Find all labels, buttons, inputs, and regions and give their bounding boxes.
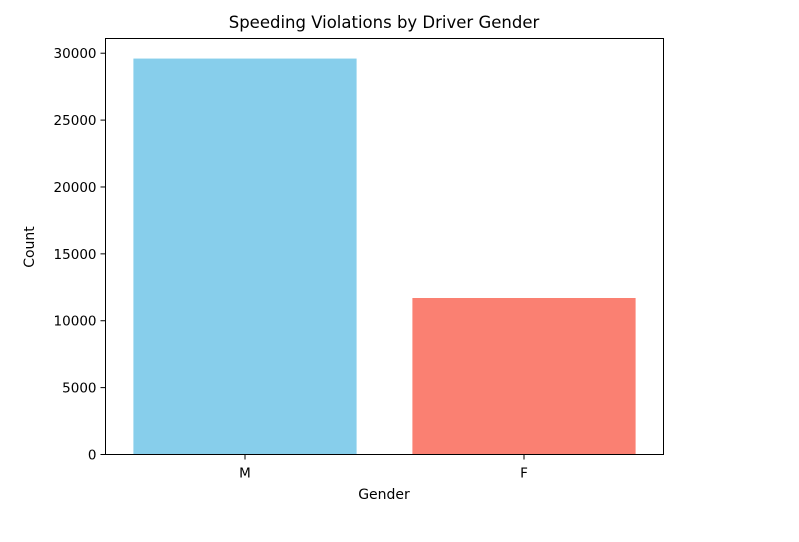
plot-frame <box>105 38 664 455</box>
x-axis-label: Gender <box>358 487 410 503</box>
bars-layer <box>133 58 636 455</box>
x-tick-label: F <box>520 466 528 482</box>
y-tick-label: 5000 <box>62 381 96 397</box>
bar-F <box>412 297 636 455</box>
y-axis-label: Count <box>22 226 38 268</box>
y-tick-label: 10000 <box>54 314 97 330</box>
y-tick-label: 25000 <box>54 113 97 129</box>
y-tick-label: 20000 <box>54 180 97 196</box>
y-tick-label: 30000 <box>54 46 97 62</box>
chart-title: Speeding Violations by Driver Gender <box>229 13 540 32</box>
y-tick-label: 0 <box>88 448 97 464</box>
x-tick-label: M <box>239 466 251 482</box>
y-axis-ticks: 0 5000 10000 15000 20000 25000 30000 <box>54 46 106 464</box>
y-tick-label: 15000 <box>54 247 97 263</box>
bar-M <box>133 58 357 455</box>
